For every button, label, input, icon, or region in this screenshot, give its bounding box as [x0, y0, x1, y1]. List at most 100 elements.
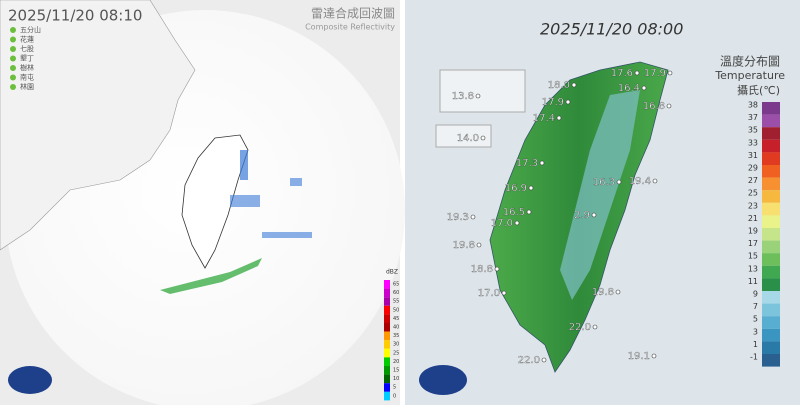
legend-swatch [384, 374, 390, 384]
legend-label: 3 [753, 327, 758, 336]
legend-label: 37 [748, 113, 758, 122]
legend-swatch [762, 240, 780, 254]
legend-swatch [762, 316, 780, 329]
station-temp: 13.8 [452, 91, 474, 102]
station-dot [10, 55, 16, 62]
station-dot [651, 353, 657, 359]
mountains [560, 90, 640, 300]
legend-label: 23 [748, 201, 758, 210]
station-name: 墾丁 [20, 54, 34, 63]
station-temps: 18.0 17.6 17.9 16.4 17.9 16.8 13.8 17.4 14.0 17.3… [447, 68, 673, 366]
legend-swatch [762, 253, 780, 266]
station-temp: 16.8 [643, 101, 665, 112]
legend-label: 15 [393, 368, 399, 374]
legend-swatch [384, 366, 390, 375]
logo [8, 366, 52, 394]
legend-swatch [762, 303, 780, 317]
legend-swatch [384, 383, 390, 392]
legend-label: 38 [748, 101, 758, 110]
station-name: 五分山 [20, 25, 41, 34]
legend-label: 5 [393, 385, 396, 391]
legend-label: 19 [748, 227, 758, 236]
station-name: 樹林 [20, 63, 34, 72]
legend-swatch [762, 190, 780, 203]
temp-unit: 攝氏(℃) [737, 83, 780, 97]
legend-label: 40 [393, 325, 399, 331]
legend-label: 9 [753, 290, 758, 299]
station-dot [10, 36, 16, 43]
station-name: 七股 [20, 44, 34, 53]
station-temp: 16.5 [503, 207, 525, 218]
station-temp: 19.8 [592, 287, 614, 298]
legend-label: 55 [393, 299, 399, 305]
legend-label: 31 [748, 151, 758, 160]
legend-swatch [384, 314, 390, 323]
radar-subtitle: Composite Reflectivity [305, 23, 395, 32]
legend-swatch [762, 152, 780, 165]
station-dot [470, 214, 476, 220]
station-temp: 16.9 [505, 183, 527, 194]
station-dot [592, 324, 598, 330]
legend-label: 33 [748, 138, 758, 147]
station-temp: 2.9 [574, 210, 590, 221]
legend-unit: dBZ [386, 269, 398, 276]
station-temp: 19.8 [453, 240, 475, 251]
station-dot [666, 103, 672, 109]
station-dot [475, 93, 481, 99]
legend-label: 35 [748, 126, 758, 135]
legend-label: 35 [393, 333, 399, 339]
legend-swatch [762, 341, 780, 354]
station-dot [501, 290, 507, 296]
station-dot [526, 209, 532, 215]
station-dot [10, 46, 16, 52]
mainland [0, 0, 196, 251]
legend-swatch [762, 114, 780, 128]
station-temp: 19.3 [447, 212, 469, 223]
station-dot [641, 85, 647, 91]
legend-swatch [384, 288, 390, 298]
legend-label: -1 [750, 353, 758, 362]
legend-swatch [762, 139, 780, 153]
station-temp: 17.0 [491, 218, 513, 229]
legend-swatch [762, 165, 780, 178]
legend-label: 11 [748, 277, 758, 286]
echo-band [160, 258, 262, 294]
station-dot [539, 160, 545, 166]
station-temp: 18.0 [548, 80, 570, 91]
station-temp: 17.0 [478, 288, 500, 299]
station-dot [10, 84, 16, 90]
station-name: 林園 [20, 82, 34, 91]
legend-label: 29 [748, 164, 758, 173]
station-name: 花蓮 [20, 35, 34, 44]
legend-label: 0 [393, 393, 396, 399]
legend-swatch [762, 127, 780, 140]
station-temp: 16.3 [593, 177, 615, 188]
legend-swatch [384, 331, 390, 341]
station-dot [565, 99, 571, 105]
legend-label: 10 [393, 376, 399, 382]
legend-label: 13 [748, 264, 758, 273]
legend-label: 5 [753, 315, 758, 324]
legend-label: 25 [393, 350, 399, 356]
station-dot [667, 70, 673, 76]
legend-label: 45 [393, 316, 399, 322]
legend-label: 7 [753, 302, 758, 311]
station-dot [616, 179, 622, 185]
temp-time: 2025/11/20 08:00 [540, 20, 683, 39]
legend-swatch [384, 280, 390, 289]
legend-swatch [762, 265, 780, 279]
logo [419, 365, 467, 395]
legend-swatch [384, 323, 390, 332]
station-dot [591, 212, 597, 218]
station-temp: 17.6 [611, 68, 633, 79]
station-temp: 17.9 [542, 97, 564, 108]
station-temp: 14.0 [457, 133, 479, 144]
legend-swatch [762, 177, 780, 191]
legend-swatch [384, 348, 390, 358]
legend-swatch [762, 354, 780, 367]
station-dot [541, 357, 547, 363]
legend-swatch [762, 291, 780, 304]
station-temp: 18.8 [471, 264, 493, 275]
